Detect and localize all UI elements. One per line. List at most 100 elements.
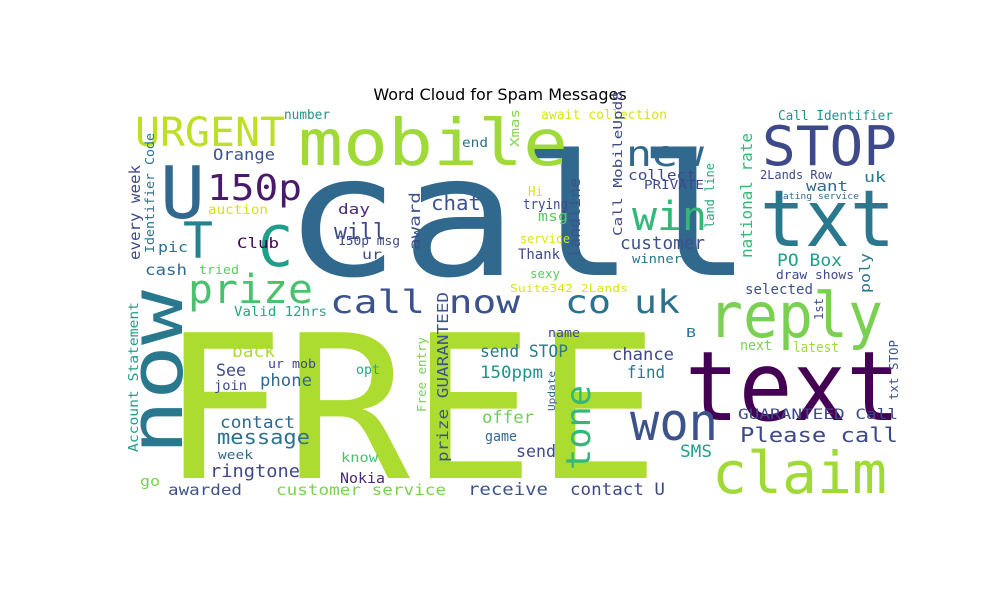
word-trying: trying: [523, 197, 568, 213]
word-contact-u: contact U: [570, 480, 665, 500]
word-join: join: [214, 379, 247, 394]
word-sexy: sexy: [530, 267, 560, 281]
word-tone: tone: [559, 385, 599, 470]
word-send-stop: send STOP: [480, 342, 568, 362]
word-now: now: [114, 289, 200, 455]
word-co-uk: co uk: [565, 283, 680, 321]
word-want: want: [806, 179, 848, 195]
word-150ppm: 150ppm: [480, 363, 543, 383]
word-phone: phone: [260, 371, 312, 391]
word-landline: landline: [566, 178, 584, 258]
word-won: won: [630, 393, 718, 453]
word-back: back: [232, 342, 275, 362]
word-service: service: [520, 232, 570, 246]
word-customer: customer: [620, 233, 705, 254]
word-thank: Thank: [518, 247, 561, 263]
word-prize: prize: [188, 267, 313, 313]
word-150p-msg: 150p msg: [338, 234, 400, 248]
word-know: know: [341, 451, 378, 466]
word-suite342-2lands: Suite342 2Lands: [510, 282, 628, 295]
word-call-now: call now: [330, 283, 521, 321]
word-week: week: [218, 448, 254, 462]
word-c: C: [258, 215, 293, 280]
word-dating-service: dating service: [777, 192, 859, 202]
word-pic: pic: [158, 240, 188, 256]
word-number: number: [284, 108, 330, 123]
word-prize-guaranteed: prize GUARANTEED: [434, 292, 452, 462]
word-win: win: [632, 194, 707, 240]
word-customer-service: customer service: [276, 481, 446, 499]
word-nokia: Nokia: [340, 471, 385, 487]
chart-title: Word Cloud for Spam Messages: [373, 85, 627, 104]
word-awarded: awarded: [168, 481, 242, 499]
word-end: end: [462, 136, 488, 151]
word-urgent: URGENT: [135, 110, 285, 156]
word-ringtone: ringtone: [210, 461, 300, 482]
word-valid-12hrs: Valid 12hrs: [234, 305, 327, 320]
word-every-week: every week: [126, 165, 144, 260]
word-next: next: [740, 338, 772, 354]
word-u: U: [160, 151, 205, 235]
word-update: Update: [547, 371, 558, 411]
word-text: text: [685, 331, 900, 443]
word-find: find: [627, 363, 665, 383]
word-auction: auction: [208, 203, 268, 218]
word-msg: msg: [538, 209, 568, 225]
word-opt: opt: [356, 363, 380, 378]
word-2lands-row: 2Lands Row: [760, 168, 833, 182]
word-message: message: [217, 425, 310, 449]
word-txt-stop: txt STOP: [887, 340, 901, 400]
word-await-collection: await collection: [541, 108, 667, 123]
word-chat: chat: [431, 191, 481, 215]
word-reply: reply: [708, 279, 883, 352]
word-draw-shows: draw shows: [776, 268, 854, 282]
word-club: Club: [237, 236, 279, 252]
word-name: name: [548, 326, 580, 340]
word-claim: claim: [712, 439, 887, 507]
word-hi: Hi: [528, 185, 543, 200]
word-free-entry: Free entry: [415, 337, 429, 412]
word-account-statement: Account Statement: [127, 302, 142, 452]
word-call-mobileupd8: Call MobileUpd8: [611, 91, 625, 236]
word-ur-mob: ur mob: [268, 357, 316, 371]
word-private: PRIVATE: [644, 178, 704, 192]
word-award: award: [406, 192, 424, 250]
word-mobile: mobile: [298, 107, 568, 181]
word-selected: selected: [745, 282, 813, 298]
word-contact: contact: [220, 413, 295, 433]
word-offer: offer: [482, 408, 534, 428]
word-game: game: [485, 429, 517, 445]
word-chance: chance: [612, 345, 674, 365]
word-po-box: PO Box: [777, 251, 842, 271]
word-guaranteed-call: GUARANTEED Call: [738, 407, 898, 423]
word-national-rate: national rate: [737, 133, 756, 258]
word-call-identifier: Call Identifier: [778, 109, 893, 124]
word-go: go: [140, 474, 160, 490]
word-txt: txt: [760, 175, 895, 265]
word-will: will: [334, 220, 386, 245]
word-stop: STOP: [762, 115, 897, 178]
word-collect: collect: [628, 168, 696, 184]
word-b: B: [686, 326, 696, 340]
word-land-line: land line: [703, 163, 717, 228]
word-receive: receive: [468, 480, 548, 500]
word-latest: latest: [793, 340, 839, 356]
word-day: day: [338, 202, 370, 218]
word-identifier-code: Identifier Code: [143, 133, 157, 253]
word-call: call: [283, 119, 753, 315]
word-free: FREE: [160, 293, 660, 526]
word-send: send: [516, 442, 556, 462]
word-tried: tried: [199, 263, 239, 277]
word-150p: 150p: [207, 168, 302, 209]
word-xmas: Xmas: [508, 109, 522, 147]
word-uk: uk: [864, 170, 887, 186]
word-t: T: [183, 212, 213, 270]
word-see: See: [216, 361, 246, 381]
word-winner: winner: [632, 252, 682, 266]
word-cash: cash: [145, 261, 187, 279]
word-1st: 1st: [812, 298, 826, 320]
word-sms: SMS: [680, 442, 712, 462]
word-new: new: [626, 134, 704, 175]
